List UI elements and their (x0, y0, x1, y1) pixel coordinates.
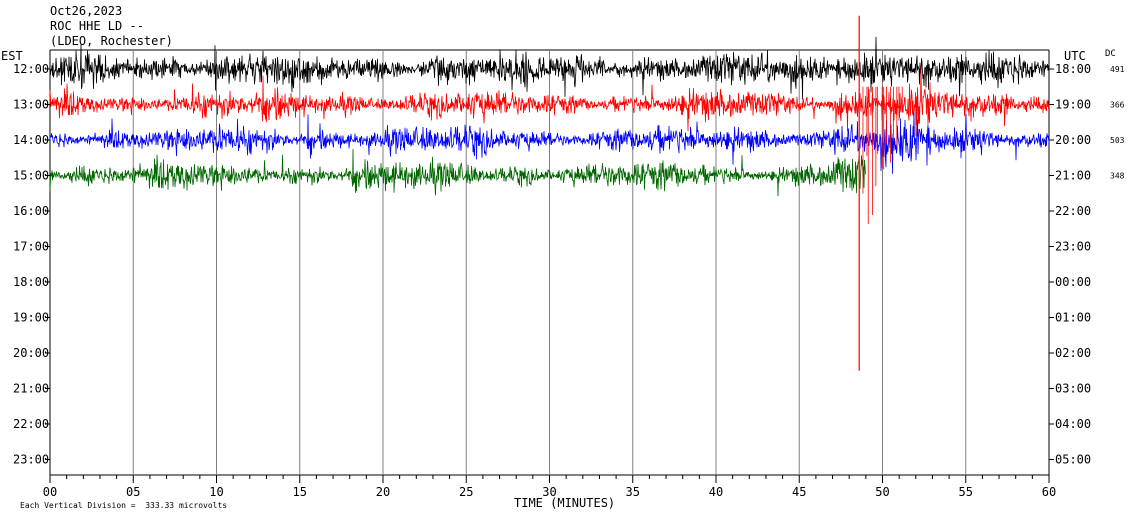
x-tick-label-00: 00 (43, 485, 57, 499)
trace-12:00 (49, 36, 1050, 100)
y-left-label-20:00: 20:00 (13, 346, 49, 360)
y-left-label-14:00: 14:00 (13, 133, 49, 147)
header-station: ROC HHE LD -- (50, 19, 144, 33)
x-tick-label-05: 05 (126, 485, 140, 499)
y-left-label-12:00: 12:00 (13, 62, 49, 76)
dc-value-15:00: 348 (1110, 172, 1125, 181)
y-right-label-21:00: 21:00 (1055, 169, 1091, 183)
header-network: (LDEO, Rochester) (50, 34, 173, 48)
y-right-label-20:00: 20:00 (1055, 133, 1091, 147)
x-tick-label-10: 10 (209, 485, 223, 499)
y-right-label-04:00: 04:00 (1055, 417, 1091, 431)
header-date: Oct26,2023 (50, 4, 123, 18)
footer-scale-note: Each Vertical Division = 333.33 microvol… (20, 501, 228, 510)
y-left-label-19:00: 19:00 (13, 311, 49, 325)
x-tick-label-55: 55 (959, 485, 973, 499)
x-tick-label-40: 40 (709, 485, 723, 499)
y-right-label-03:00: 03:00 (1055, 382, 1091, 396)
y-left-label-16:00: 16:00 (13, 204, 49, 218)
x-axis-title: TIME (MINUTES) (514, 496, 616, 510)
right-timezone-label: UTC (1064, 49, 1086, 63)
x-tick-label-35: 35 (626, 485, 640, 499)
dc-value-14:00: 503 (1110, 136, 1125, 145)
dc-value-13:00: 366 (1110, 101, 1125, 110)
y-left-label-15:00: 15:00 (13, 169, 49, 183)
x-tick-label-15: 15 (293, 485, 307, 499)
x-tick-label-30: 30 (542, 485, 556, 499)
y-right-label-01:00: 01:00 (1055, 311, 1091, 325)
dc-value-12:00: 491 (1110, 65, 1125, 74)
trace-15:00 (49, 148, 866, 197)
y-right-label-02:00: 02:00 (1055, 346, 1091, 360)
y-left-label-21:00: 21:00 (13, 382, 49, 396)
y-right-label-00:00: 00:00 (1055, 275, 1091, 289)
y-left-label-23:00: 23:00 (13, 453, 49, 467)
left-timezone-label: EST (1, 49, 23, 63)
dc-header-label: DC (1105, 49, 1116, 59)
y-left-label-18:00: 18:00 (13, 275, 49, 289)
y-right-label-18:00: 18:00 (1055, 62, 1091, 76)
y-right-label-05:00: 05:00 (1055, 453, 1091, 467)
y-right-label-19:00: 19:00 (1055, 98, 1091, 112)
y-right-label-23:00: 23:00 (1055, 240, 1091, 254)
y-left-label-22:00: 22:00 (13, 417, 49, 431)
y-left-label-17:00: 17:00 (13, 240, 49, 254)
x-tick-label-45: 45 (792, 485, 806, 499)
y-left-label-13:00: 13:00 (13, 98, 49, 112)
y-right-label-22:00: 22:00 (1055, 204, 1091, 218)
x-tick-label-25: 25 (459, 485, 473, 499)
x-tick-label-50: 50 (875, 485, 889, 499)
x-tick-label-20: 20 (376, 485, 390, 499)
x-tick-label-60: 60 (1042, 485, 1056, 499)
